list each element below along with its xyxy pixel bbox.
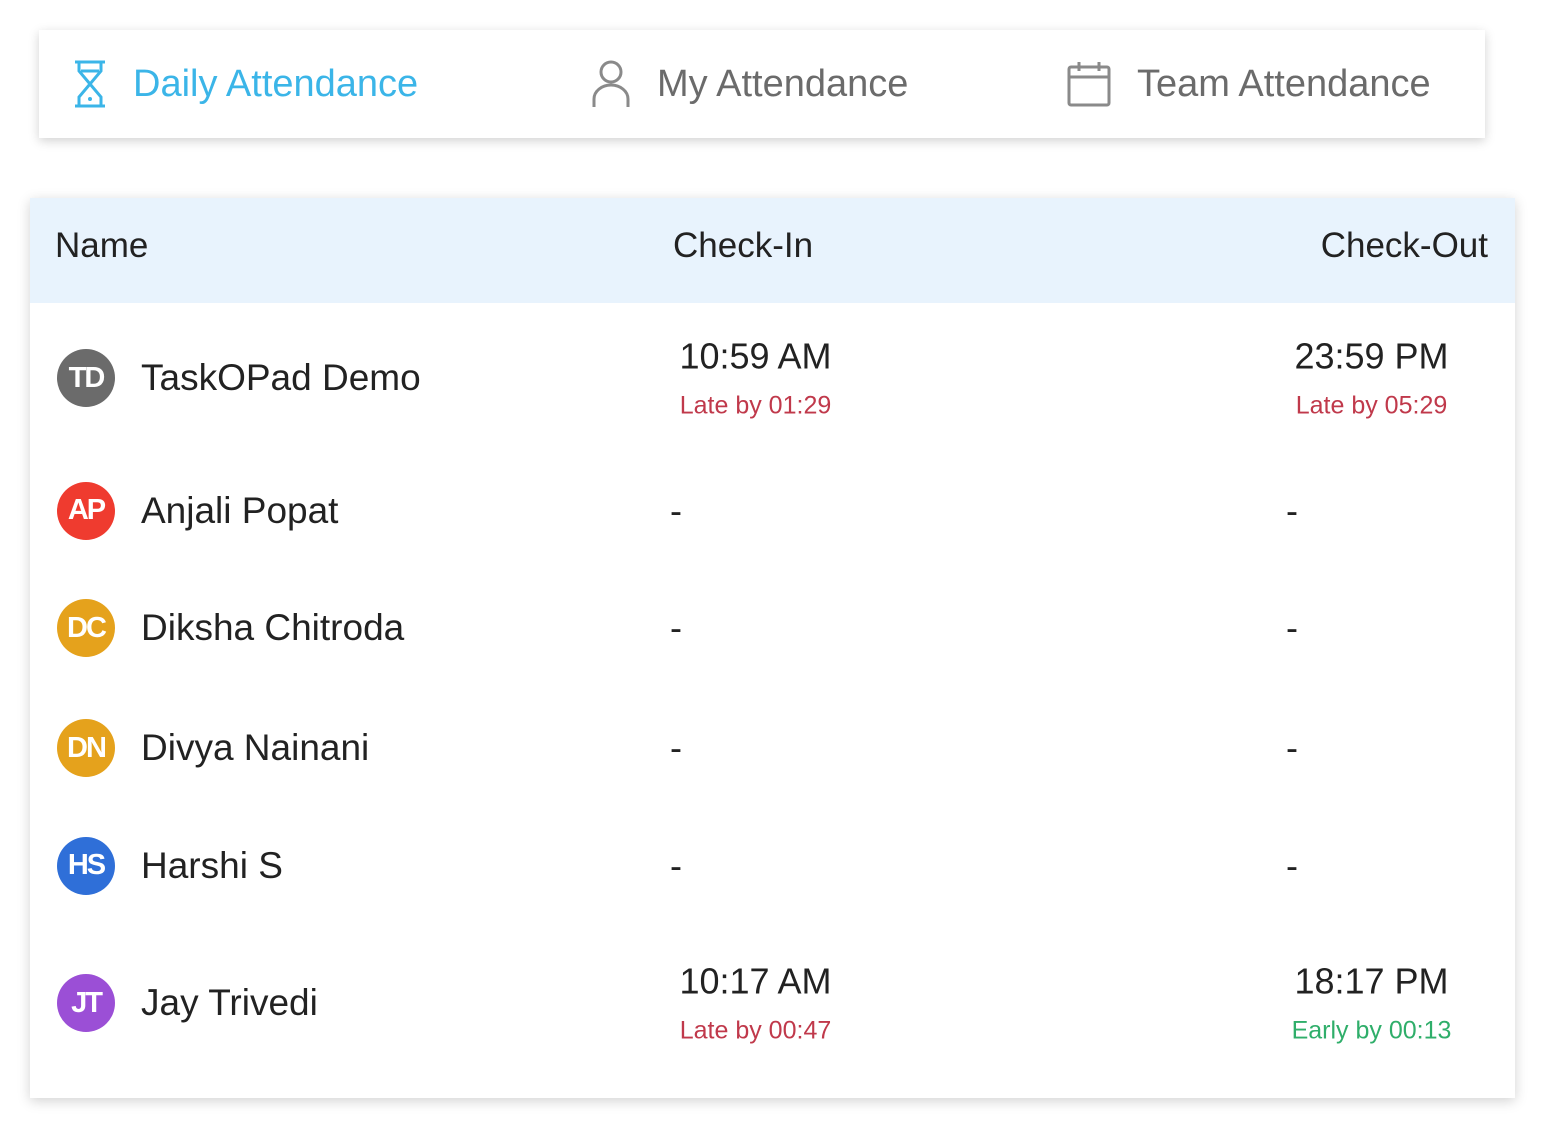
check-out-empty: - <box>1286 607 1298 648</box>
tab-team-attendance[interactable]: Team Attendance <box>1067 30 1431 138</box>
check-out-time: 18:17 PM <box>1294 960 1449 1002</box>
header-name: Name <box>55 226 149 265</box>
header-check-in: Check-In <box>673 226 814 265</box>
check-in-empty: - <box>670 844 682 886</box>
check-in-cell: 10:17 AM Late by 00:47 <box>668 961 843 1046</box>
check-out-cell: 23:59 PM Late by 05:29 <box>1284 336 1459 421</box>
table-row[interactable]: AP Anjali Popat - - <box>30 453 1515 568</box>
check-out-cell: - <box>1284 727 1459 769</box>
check-in-status: Late by 00:47 <box>679 1016 832 1045</box>
check-in-cell: - <box>668 490 843 532</box>
check-out-status: Early by 00:13 <box>1291 1016 1452 1045</box>
avatar: DN <box>57 719 115 777</box>
employee-name: Diksha Chitroda <box>141 607 405 648</box>
employee-name: Anjali Popat <box>141 489 339 531</box>
table-row[interactable]: HS Harshi S - - <box>30 808 1515 923</box>
check-in-time: 10:17 AM <box>679 960 832 1002</box>
attendance-tabs: Daily Attendance My Attendance Team Atte… <box>39 30 1485 138</box>
table-header: Name Check-In Check-Out <box>30 198 1515 303</box>
check-in-cell: 10:59 AM Late by 01:29 <box>668 336 843 421</box>
table-row[interactable]: TD TaskOPad Demo 10:59 AM Late by 01:29 2… <box>30 303 1515 453</box>
avatar: DC <box>57 599 115 657</box>
check-out-cell: - <box>1284 845 1459 887</box>
check-out-cell: - <box>1284 607 1459 649</box>
avatar: HS <box>57 836 115 895</box>
check-out-empty: - <box>1286 727 1298 768</box>
tab-label: Team Attendance <box>1137 62 1431 105</box>
employee-name: Jay Trivedi <box>141 982 318 1023</box>
table-row[interactable]: JT Jay Trivedi 10:17 AM Late by 00:47 18:… <box>30 923 1515 1083</box>
table-row[interactable]: DN Divya Nainani - - <box>30 688 1515 808</box>
tab-daily-attendance[interactable]: Daily Attendance <box>73 30 418 138</box>
tab-my-attendance[interactable]: My Attendance <box>591 30 908 138</box>
check-out-time: 23:59 PM <box>1294 335 1449 377</box>
avatar: AP <box>57 481 115 540</box>
avatar: TD <box>57 349 115 407</box>
check-out-empty: - <box>1286 844 1298 886</box>
check-in-cell: - <box>668 727 843 769</box>
check-out-status: Late by 05:29 <box>1295 391 1448 420</box>
hourglass-icon <box>75 60 105 108</box>
check-out-cell: - <box>1284 490 1459 532</box>
check-in-cell: - <box>668 607 843 649</box>
calendar-icon <box>1067 62 1111 107</box>
employee-name: Divya Nainani <box>141 727 370 768</box>
tab-label: Daily Attendance <box>133 62 419 105</box>
tab-label: My Attendance <box>657 62 909 105</box>
check-out-cell: 18:17 PM Early by 00:13 <box>1284 961 1459 1046</box>
attendance-table: Name Check-In Check-Out TD TaskOPad Demo… <box>30 198 1515 1098</box>
avatar: JT <box>57 974 115 1032</box>
check-in-empty: - <box>670 727 682 768</box>
table-body: TD TaskOPad Demo 10:59 AM Late by 01:29 2… <box>30 303 1515 1083</box>
check-in-time: 10:59 AM <box>679 335 832 377</box>
check-out-empty: - <box>1286 489 1298 531</box>
check-in-empty: - <box>670 489 682 531</box>
check-in-cell: - <box>668 845 843 887</box>
check-in-status: Late by 01:29 <box>679 391 832 420</box>
employee-name: TaskOPad Demo <box>141 357 421 398</box>
table-row[interactable]: DC Diksha Chitroda - - <box>30 568 1515 688</box>
user-icon <box>592 60 630 107</box>
employee-name: Harshi S <box>141 844 283 886</box>
check-in-empty: - <box>670 607 682 648</box>
header-check-out: Check-Out <box>1320 226 1488 265</box>
